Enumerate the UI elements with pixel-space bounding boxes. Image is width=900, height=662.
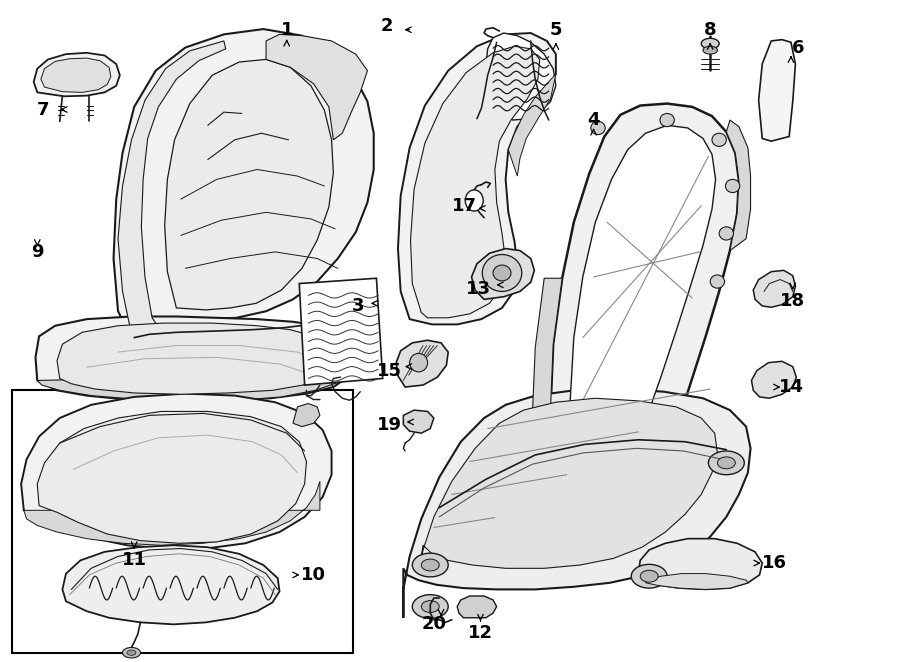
Ellipse shape <box>493 265 511 281</box>
Polygon shape <box>40 58 111 93</box>
Polygon shape <box>753 270 796 307</box>
Polygon shape <box>759 40 796 141</box>
Polygon shape <box>62 545 280 624</box>
Bar <box>13 391 353 653</box>
Text: 17: 17 <box>452 197 477 214</box>
Polygon shape <box>752 361 796 399</box>
Ellipse shape <box>640 570 658 582</box>
Text: 5: 5 <box>550 21 562 39</box>
Text: 14: 14 <box>778 378 804 396</box>
Text: 10: 10 <box>302 566 326 584</box>
Polygon shape <box>551 103 739 488</box>
Polygon shape <box>33 53 120 96</box>
Ellipse shape <box>122 647 140 658</box>
Ellipse shape <box>412 594 448 618</box>
Text: 3: 3 <box>351 297 364 315</box>
Polygon shape <box>410 46 540 318</box>
Ellipse shape <box>591 121 605 134</box>
Polygon shape <box>293 404 320 426</box>
Ellipse shape <box>725 179 740 193</box>
Ellipse shape <box>410 354 427 372</box>
Ellipse shape <box>701 38 719 49</box>
Polygon shape <box>457 596 497 618</box>
Polygon shape <box>300 278 382 385</box>
Ellipse shape <box>465 190 483 211</box>
Polygon shape <box>118 41 226 334</box>
Text: 18: 18 <box>780 293 806 310</box>
Polygon shape <box>726 120 751 251</box>
Text: 4: 4 <box>588 111 599 129</box>
Ellipse shape <box>703 46 717 54</box>
Text: 7: 7 <box>36 101 49 118</box>
Text: 20: 20 <box>421 616 446 634</box>
Polygon shape <box>645 573 748 589</box>
Ellipse shape <box>631 565 667 588</box>
Polygon shape <box>418 399 717 571</box>
Polygon shape <box>396 340 448 387</box>
Ellipse shape <box>421 600 439 612</box>
Polygon shape <box>35 316 356 401</box>
Ellipse shape <box>482 254 522 291</box>
Ellipse shape <box>127 650 136 655</box>
Polygon shape <box>571 125 716 477</box>
Ellipse shape <box>710 275 724 288</box>
Polygon shape <box>533 278 562 475</box>
Polygon shape <box>21 394 331 549</box>
Polygon shape <box>113 29 374 338</box>
Polygon shape <box>479 33 556 120</box>
Text: 2: 2 <box>381 17 393 35</box>
Polygon shape <box>398 33 556 324</box>
Text: 6: 6 <box>792 38 805 56</box>
Ellipse shape <box>712 133 726 146</box>
Ellipse shape <box>421 559 439 571</box>
Polygon shape <box>57 323 328 395</box>
Polygon shape <box>165 60 333 310</box>
Polygon shape <box>23 481 319 545</box>
Text: 1: 1 <box>281 21 293 40</box>
Polygon shape <box>472 249 535 299</box>
Ellipse shape <box>660 113 674 126</box>
Text: 13: 13 <box>466 280 491 298</box>
Polygon shape <box>638 539 762 589</box>
Text: 8: 8 <box>704 21 716 40</box>
Polygon shape <box>37 411 306 544</box>
Text: 15: 15 <box>376 361 401 379</box>
Ellipse shape <box>719 227 733 240</box>
Text: 9: 9 <box>31 243 43 261</box>
Polygon shape <box>508 74 556 176</box>
Ellipse shape <box>412 553 448 577</box>
Ellipse shape <box>717 457 735 469</box>
Text: 16: 16 <box>762 554 788 572</box>
Polygon shape <box>37 374 349 401</box>
Ellipse shape <box>708 451 744 475</box>
Text: 12: 12 <box>468 624 493 642</box>
Text: 19: 19 <box>376 416 401 434</box>
Polygon shape <box>403 410 434 433</box>
Polygon shape <box>266 34 367 140</box>
Polygon shape <box>403 389 751 618</box>
Text: 11: 11 <box>122 551 147 569</box>
